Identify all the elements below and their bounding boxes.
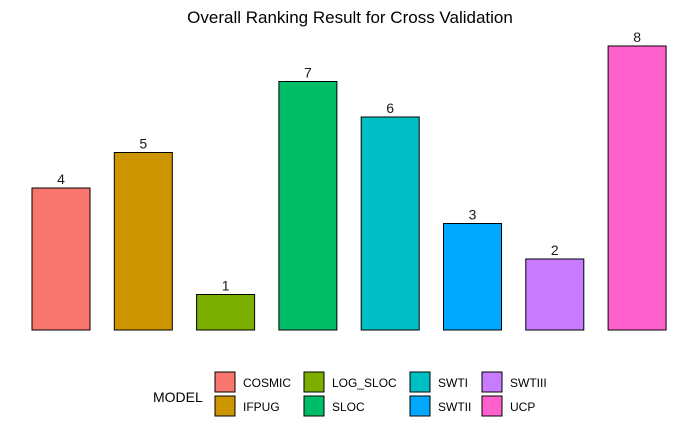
- bar-swti: [360, 116, 420, 331]
- bar-cosmic: [31, 187, 91, 331]
- legend-label-swtii: SWTII: [438, 400, 471, 414]
- data-labels-layer: 4 5 1 7 6 3 2 8: [57, 29, 641, 294]
- legend-label-swti: SWTI: [438, 376, 468, 390]
- legend-swatch-swti: [409, 371, 431, 393]
- legend-swatch-cosmic: [214, 371, 236, 393]
- data-label-swti: 6: [386, 100, 394, 116]
- legend-item-ifpug: IFPUG: [214, 395, 280, 417]
- bars-layer: [31, 45, 667, 331]
- legend-item-ucp: UCP: [481, 395, 535, 417]
- legend: MODEL COSMIC IFPUG LOG_SLOC SLOC SWTI SWTII SW…: [153, 371, 547, 417]
- data-label-ucp: 8: [633, 29, 641, 45]
- legend-label-ifpug: IFPUG: [243, 400, 280, 414]
- legend-swatch-ucp: [481, 395, 503, 417]
- legend-label-sloc: SLOC: [332, 400, 365, 414]
- legend-label-ucp: UCP: [510, 400, 535, 414]
- legend-title: MODEL: [153, 389, 203, 405]
- legend-label-log-sloc: LOG_SLOC: [332, 376, 397, 390]
- data-label-log-sloc: 1: [222, 278, 230, 294]
- legend-swatch-swtiii: [481, 371, 503, 393]
- legend-item-sloc: SLOC: [303, 395, 365, 417]
- data-label-cosmic: 4: [57, 171, 65, 187]
- legend-swatch-swtii: [409, 395, 431, 417]
- chart-title: Overall Ranking Result for Cross Validat…: [187, 8, 513, 27]
- legend-swatch-ifpug: [214, 395, 236, 417]
- data-label-swtiii: 2: [551, 242, 559, 258]
- legend-label-swtiii: SWTIII: [510, 376, 547, 390]
- data-label-ifpug: 5: [139, 136, 147, 152]
- legend-swatch-log-sloc: [303, 371, 325, 393]
- bar-sloc: [278, 81, 338, 331]
- legend-item-swti: SWTI: [409, 371, 468, 393]
- data-label-swtii: 3: [469, 207, 477, 223]
- legend-label-cosmic: COSMIC: [243, 376, 291, 390]
- legend-swatch-sloc: [303, 395, 325, 417]
- legend-item-swtiii: SWTIII: [481, 371, 547, 393]
- data-label-sloc: 7: [304, 65, 312, 81]
- bar-log-sloc: [196, 294, 256, 331]
- bar-ucp: [607, 45, 667, 331]
- legend-item-log-sloc: LOG_SLOC: [303, 371, 397, 393]
- bar-ifpug: [113, 152, 173, 331]
- bar-swtiii: [525, 258, 585, 331]
- legend-item-cosmic: COSMIC: [214, 371, 291, 393]
- bar-swtii: [443, 223, 502, 331]
- legend-item-swtii: SWTII: [409, 395, 471, 417]
